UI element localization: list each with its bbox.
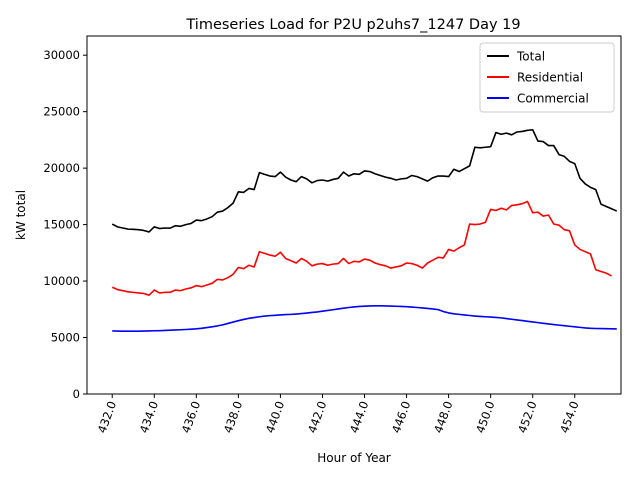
y-tick-label: 0 bbox=[73, 387, 80, 401]
y-tick-label: 10000 bbox=[43, 274, 80, 288]
x-tick-label: 432.0 bbox=[95, 399, 119, 435]
plot-frame bbox=[86, 35, 622, 395]
legend-label-commercial: Commercial bbox=[517, 92, 589, 106]
x-tick-label: 442.0 bbox=[305, 399, 329, 435]
chart-title: Timeseries Load for P2U p2uhs7_1247 Day … bbox=[185, 17, 520, 33]
y-tick-label: 30000 bbox=[43, 48, 80, 62]
x-tick-label: 446.0 bbox=[389, 399, 413, 435]
legend-label-residential: Residential bbox=[517, 71, 583, 85]
legend-box bbox=[479, 42, 615, 113]
y-tick-label: 5000 bbox=[51, 331, 80, 345]
legend: Total Residential Commercial bbox=[479, 42, 615, 113]
x-tick-label: 444.0 bbox=[347, 399, 371, 435]
x-axis-label: Hour of Year bbox=[317, 451, 391, 465]
y-tick-label: 15000 bbox=[43, 218, 80, 232]
y-axis-label: kW total bbox=[14, 190, 28, 240]
x-tick-label: 436.0 bbox=[179, 399, 203, 435]
series-layer bbox=[111, 128, 618, 333]
legend-label-total: Total bbox=[516, 50, 545, 64]
x-tick-label: 438.0 bbox=[221, 399, 245, 435]
x-tick-label: 448.0 bbox=[431, 399, 455, 435]
x-tick-label: 440.0 bbox=[263, 399, 287, 435]
x-tick-label: 434.0 bbox=[137, 399, 161, 435]
x-tick-label: 452.0 bbox=[515, 399, 539, 435]
series-line-total bbox=[111, 128, 618, 233]
x-tick-label: 454.0 bbox=[557, 399, 581, 435]
y-tick-label: 20000 bbox=[43, 161, 80, 175]
x-tick-label: 450.0 bbox=[473, 399, 497, 435]
series-line-residential bbox=[111, 200, 612, 296]
series-line-commercial bbox=[112, 304, 617, 333]
y-tick-label: 25000 bbox=[43, 105, 80, 119]
